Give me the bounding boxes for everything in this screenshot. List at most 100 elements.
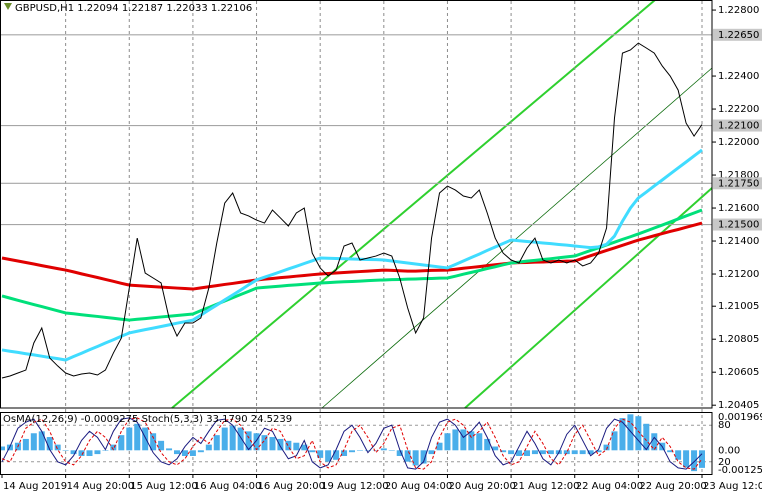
osma-bar bbox=[667, 450, 674, 453]
osma-bar bbox=[372, 450, 379, 451]
x-tick-label: 20 Aug 20:00 bbox=[448, 481, 515, 492]
osma-bar bbox=[253, 433, 260, 451]
y-tick-label: 1.22400 bbox=[718, 71, 759, 82]
y-tick-label: 1.21400 bbox=[718, 236, 759, 247]
x-tick-label: 23 Aug 12:00 bbox=[703, 481, 762, 492]
y-tick-label: 1.20805 bbox=[718, 334, 759, 345]
osma-bar bbox=[70, 450, 77, 455]
osma-bar bbox=[118, 435, 125, 451]
osma-bar bbox=[333, 450, 340, 460]
level-label-bg bbox=[713, 28, 762, 41]
osma-bar bbox=[356, 450, 363, 451]
stoch-line bbox=[1, 417, 703, 470]
x-tick-label: 14 Aug 2019 bbox=[3, 481, 67, 492]
osma-bar bbox=[420, 450, 427, 464]
osma-bar bbox=[524, 450, 530, 456]
osma-bar bbox=[30, 433, 37, 451]
price-line bbox=[1, 42, 703, 379]
osma-bar bbox=[38, 431, 45, 451]
osma-bar bbox=[293, 442, 300, 451]
x-tick-label: 16 Aug 20:00 bbox=[258, 481, 325, 492]
osma-bar bbox=[0, 446, 5, 451]
osma-bar bbox=[516, 450, 523, 456]
level-label: 1.21500 bbox=[718, 220, 759, 231]
osma-bar bbox=[54, 444, 61, 451]
osma-bar bbox=[404, 450, 411, 462]
osma-bar bbox=[150, 433, 157, 451]
osma-bar bbox=[627, 414, 634, 451]
moving-average bbox=[1, 148, 703, 362]
osma-bar bbox=[285, 440, 292, 451]
osma-bar bbox=[86, 450, 93, 456]
osma-bar bbox=[317, 450, 324, 458]
osma-bar bbox=[500, 450, 507, 453]
osma-bar bbox=[547, 450, 554, 455]
osma-bar bbox=[643, 423, 650, 451]
y-tick-label: 1.20405 bbox=[718, 400, 759, 411]
osma-bar bbox=[126, 427, 133, 451]
osma-bar bbox=[166, 448, 173, 451]
stoch-line bbox=[1, 417, 703, 470]
symbol-icon bbox=[4, 3, 12, 10]
y-tick-label: 1.22800 bbox=[718, 5, 759, 16]
symbol: GBPUSD,H1 bbox=[15, 3, 74, 14]
osma-bar bbox=[587, 450, 594, 455]
osma-bar bbox=[651, 433, 658, 451]
osma-bar bbox=[635, 416, 642, 451]
sub-frame bbox=[0, 412, 713, 475]
osma-bar bbox=[22, 438, 29, 451]
osma-bar bbox=[412, 450, 419, 466]
osma-bar bbox=[341, 450, 348, 456]
moving-average bbox=[1, 208, 703, 322]
osma-bar bbox=[699, 450, 705, 468]
close: 1.22106 bbox=[211, 3, 252, 14]
osma-bar bbox=[301, 444, 308, 451]
osma-bar bbox=[197, 450, 204, 453]
osma-bar bbox=[189, 450, 196, 456]
x-tick-label: 20 Aug 04:00 bbox=[385, 481, 452, 492]
y-tick-label: 1.21600 bbox=[718, 203, 759, 214]
osma-bar bbox=[508, 450, 515, 455]
osma-bar bbox=[78, 450, 85, 456]
x-tick-label: 22 Aug 04:00 bbox=[576, 481, 643, 492]
y2-tick-label: 0.00 bbox=[718, 445, 740, 456]
y-tick-label: 1.21200 bbox=[718, 269, 759, 280]
osma-bar bbox=[428, 450, 435, 455]
osma-bar bbox=[396, 450, 403, 456]
level-label: 1.22100 bbox=[718, 121, 759, 132]
level-label: 1.22650 bbox=[718, 30, 759, 41]
osma-bar bbox=[492, 446, 499, 451]
osma-bar bbox=[484, 438, 491, 451]
osma-bar bbox=[174, 450, 180, 455]
main-frame bbox=[0, 0, 713, 409]
osma-bar bbox=[134, 423, 141, 451]
indicator-label: OsMA(12,26,9) -0.0009275 Stoch(5,3,3) 33… bbox=[3, 414, 292, 425]
osma-bar bbox=[237, 427, 244, 451]
osma-bar bbox=[595, 450, 602, 453]
osma-bar bbox=[603, 444, 610, 451]
x-tick-label: 22 Aug 20:00 bbox=[639, 481, 706, 492]
level-label-bg bbox=[713, 177, 762, 190]
osma-bar bbox=[539, 450, 546, 455]
channel-middle bbox=[321, 67, 713, 409]
osma-bar bbox=[571, 450, 578, 455]
osma-bar bbox=[102, 450, 109, 451]
osma-bar bbox=[94, 450, 101, 455]
osma-bar bbox=[221, 427, 228, 451]
osma-bar bbox=[349, 450, 355, 453]
x-tick-label: 15 Aug 12:00 bbox=[130, 481, 197, 492]
osma-bar bbox=[619, 418, 626, 451]
y-tick-label: 1.21005 bbox=[718, 301, 759, 312]
osma-bar bbox=[531, 450, 538, 455]
osma-bar bbox=[142, 427, 149, 451]
level-label-bg bbox=[713, 218, 762, 231]
osma-bar bbox=[579, 450, 586, 455]
osma-bar bbox=[452, 429, 459, 451]
osma-bar bbox=[205, 444, 212, 451]
y2-tick-label: 0.0019693 bbox=[718, 412, 762, 423]
level-label: 1.21750 bbox=[718, 178, 759, 189]
osma-bar bbox=[476, 433, 483, 451]
level-label-bg bbox=[713, 119, 762, 132]
osma-bar bbox=[675, 450, 682, 460]
